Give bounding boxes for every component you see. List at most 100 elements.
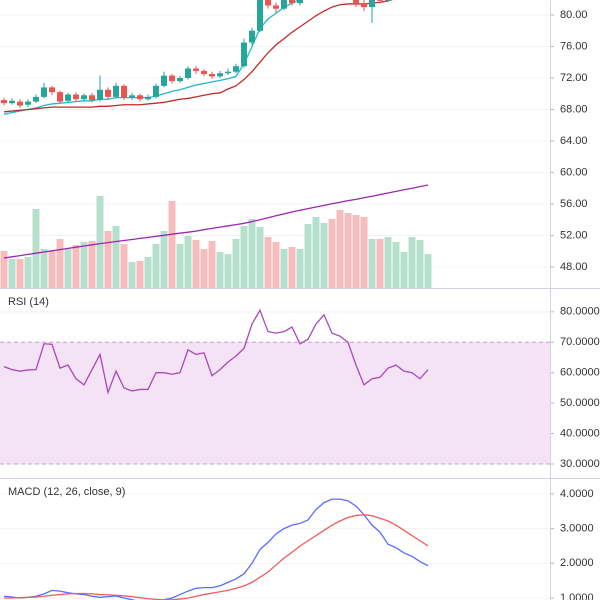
volume-bar	[160, 231, 168, 288]
candle-body	[25, 101, 31, 105]
band-fill	[0, 342, 550, 464]
volume-bar	[304, 224, 312, 288]
candle-body	[57, 92, 63, 102]
y-tick-label: 56.00	[560, 198, 588, 210]
candle-body	[73, 94, 79, 100]
volume-bar	[168, 201, 176, 288]
volume-bar	[80, 242, 88, 288]
candle-body	[217, 73, 223, 77]
candle-body	[161, 75, 167, 86]
volume-bar	[96, 196, 104, 288]
volume-bar	[88, 241, 96, 288]
candle-body	[209, 74, 215, 77]
candle-body	[33, 96, 39, 102]
y-tick-label: 52.00	[560, 229, 588, 241]
volume-bar	[184, 236, 192, 288]
candle-body	[241, 42, 247, 67]
volume-bar	[64, 249, 72, 288]
candle-body	[193, 68, 199, 71]
volume-bar	[408, 237, 416, 288]
candle-body	[41, 87, 47, 97]
y-tick-label: 2.0000	[560, 557, 594, 569]
volume-bar	[128, 262, 136, 288]
volume-bar	[176, 244, 184, 288]
volume-bar	[240, 226, 248, 288]
y-tick-label: 80.00	[560, 9, 588, 21]
volume-bar	[280, 249, 288, 288]
volume-bar	[272, 242, 280, 288]
volume-bar	[392, 242, 400, 288]
candle-body	[265, 0, 271, 6]
volume-bar	[112, 226, 120, 288]
y-tick-label: 68.00	[560, 103, 588, 115]
volume-bar	[40, 249, 48, 288]
pane	[0, 0, 550, 288]
y-tick-label: 64.00	[560, 135, 588, 147]
volume-bar	[144, 257, 152, 288]
volume-bar	[264, 237, 272, 288]
y-tick-label: 80.0000	[560, 306, 600, 318]
volume-bar	[120, 244, 128, 288]
y-tick-label: 76.00	[560, 40, 588, 52]
candle-body	[81, 95, 87, 100]
volume-bar	[416, 240, 424, 288]
volume-bar	[232, 239, 240, 288]
line	[3, 308, 429, 395]
candle-body	[297, 0, 303, 4]
y-tick-label: 60.00	[560, 166, 588, 178]
candle-body	[249, 30, 255, 43]
candle-body	[9, 100, 15, 104]
y-tick-label: 70.0000	[560, 336, 600, 348]
candle-body	[225, 71, 231, 74]
candle-body	[121, 85, 127, 98]
candle-body	[129, 95, 135, 98]
candle-body	[369, 0, 375, 8]
moving-average-line	[3, 0, 393, 113]
volume-bar	[400, 252, 408, 288]
candle-body	[377, 0, 383, 1]
candle-body	[1, 100, 7, 104]
volume-ma-line	[3, 184, 429, 259]
volume-bar	[136, 261, 144, 288]
volume-bar	[56, 239, 64, 288]
candle-body	[153, 85, 159, 97]
volume-bar	[360, 217, 368, 288]
volume-bar	[376, 239, 384, 288]
candle-body	[257, 0, 263, 31]
candle-body	[353, 0, 359, 4]
candle-body	[289, 0, 295, 4]
candle-body	[49, 87, 55, 93]
volume-bar	[200, 249, 208, 288]
volume-bar	[24, 257, 32, 288]
volume-bar	[16, 259, 24, 288]
y-tick-label: 3.0000	[560, 523, 594, 535]
volume-bar	[32, 209, 40, 288]
candle-body	[185, 68, 191, 78]
candle-body	[137, 95, 143, 100]
volume-bar	[248, 219, 256, 288]
volume-bar	[8, 259, 16, 288]
pane-title: RSI (14)	[8, 296, 49, 308]
volume-bar	[192, 240, 200, 288]
candle-body	[97, 89, 103, 101]
volume-bar	[208, 241, 216, 288]
candle-body	[145, 96, 151, 100]
candle-body	[17, 101, 23, 106]
y-tick-label: 1.0000	[560, 592, 594, 600]
volume-bar	[344, 213, 352, 288]
volume-bar	[352, 215, 360, 288]
candle-body	[89, 95, 95, 101]
volume-bar	[48, 251, 56, 288]
candle-body	[177, 77, 183, 82]
candle-body	[233, 66, 239, 72]
y-tick-label: 72.00	[560, 72, 588, 84]
volume-bar	[384, 237, 392, 288]
candle-body	[273, 5, 279, 9]
y-tick-label: 48.00	[560, 261, 588, 273]
volume-bar	[368, 239, 376, 288]
volume-bar	[216, 252, 224, 288]
y-tick-label: 30.0000	[560, 458, 600, 470]
volume-bar	[288, 247, 296, 288]
